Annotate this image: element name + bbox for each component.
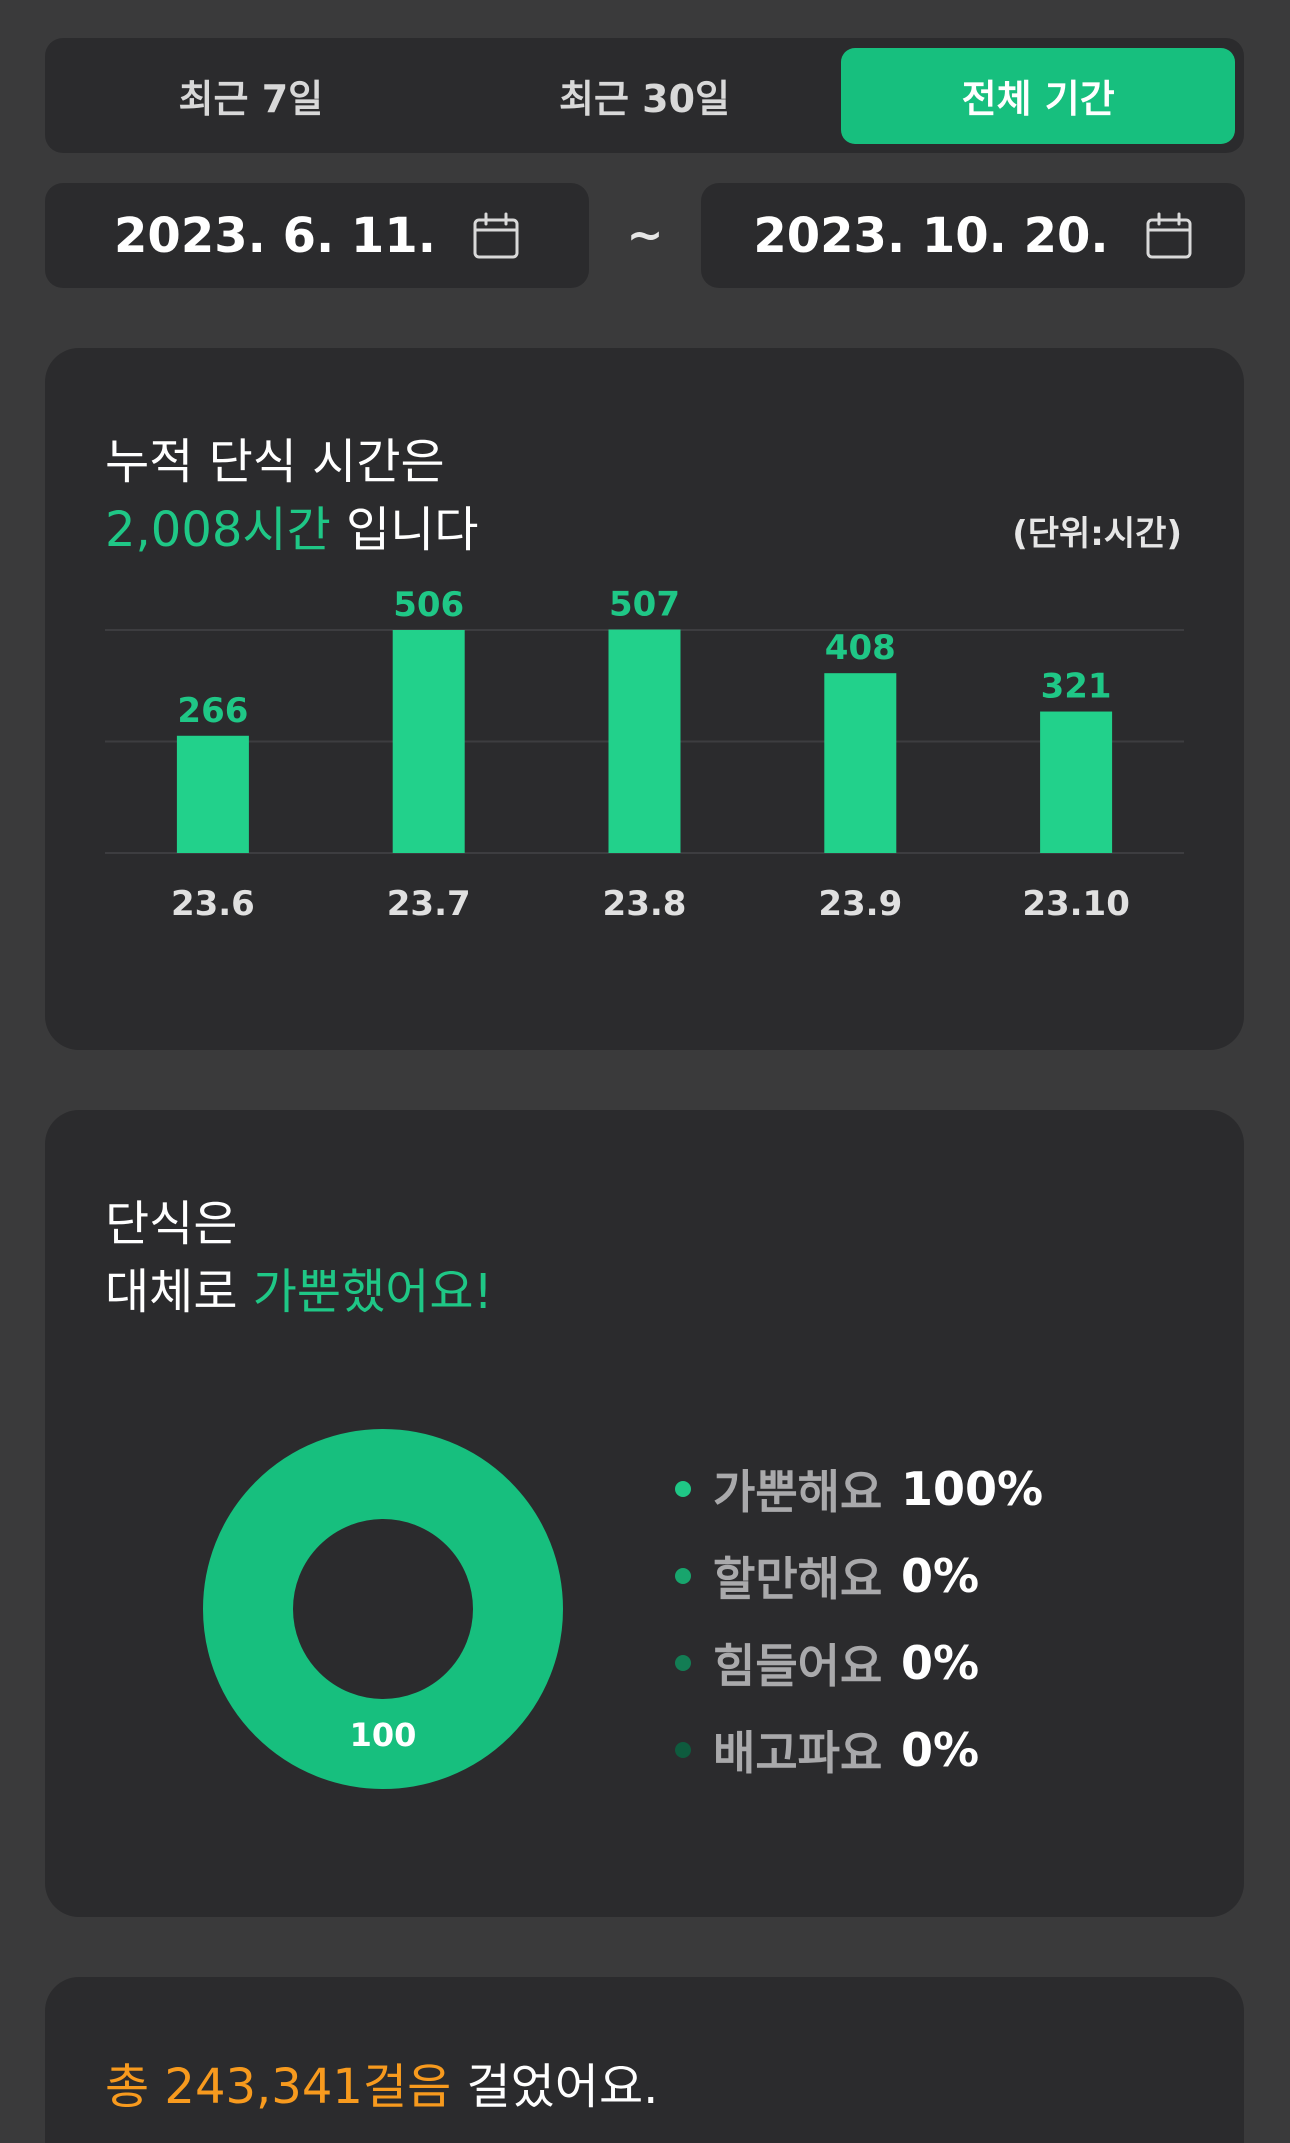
fasting-total-hours: 2,008시간 bbox=[105, 502, 331, 558]
steps-prefix: 총 bbox=[105, 2059, 165, 2115]
fasting-headline-line2: 2,008시간 입니다 bbox=[105, 496, 478, 564]
legend-item: 가뿐해요 100% bbox=[675, 1445, 1043, 1532]
feeling-legend: 가뿐해요 100% 할만해요 0% 힘들어요 0% 배고파요 0% bbox=[675, 1445, 1043, 1793]
fasting-headline-line1: 누적 단식 시간은 bbox=[105, 434, 445, 490]
end-date-value: 2023. 10. 20. bbox=[753, 207, 1109, 264]
tab-all-period[interactable]: 전체 기간 bbox=[841, 47, 1236, 144]
bar-23.6 bbox=[176, 735, 249, 853]
x-tick-label: 23.7 bbox=[387, 884, 471, 924]
legend-dot bbox=[675, 1741, 691, 1758]
fasting-time-card: 누적 단식 시간은 2,008시간 입니다 (단위:시간) 266 23.6 506… bbox=[45, 348, 1244, 1050]
end-date-picker[interactable]: 2023. 10. 20. bbox=[701, 183, 1245, 288]
legend-value: 0% bbox=[901, 1548, 980, 1603]
calendar-icon bbox=[1146, 212, 1192, 258]
bar-data-label: 321 bbox=[1041, 667, 1112, 707]
bar-data-label: 408 bbox=[825, 628, 896, 668]
legend-item: 힘들어요 0% bbox=[675, 1619, 1043, 1706]
legend-dot bbox=[675, 1480, 691, 1497]
tab-last-30-days[interactable]: 최근 30일 bbox=[559, 77, 730, 121]
feeling-highlight: 가뿐했어요! bbox=[252, 1264, 493, 1320]
steps-card: 총 243,341걸음 걸었어요. bbox=[45, 1977, 1244, 2143]
legend-label: 힘들어요 bbox=[713, 1638, 883, 1693]
bar-23.8 bbox=[608, 629, 681, 853]
bar-23.10 bbox=[1040, 711, 1113, 853]
date-range-separator: ~ bbox=[626, 210, 664, 261]
bar-data-label: 506 bbox=[393, 585, 464, 625]
legend-item: 할만해요 0% bbox=[675, 1532, 1043, 1619]
calendar-icon bbox=[473, 212, 519, 258]
legend-dot bbox=[675, 1654, 691, 1671]
bar-23.7 bbox=[392, 630, 465, 853]
feeling-donut-chart: 100 bbox=[203, 1429, 563, 1789]
feeling-headline: 단식은 대체로 가뿐했어요! bbox=[105, 1190, 493, 1326]
bar-23.9 bbox=[824, 673, 897, 853]
feeling-headline-line2: 대체로 가뿐했어요! bbox=[105, 1258, 493, 1326]
x-tick-label: 23.9 bbox=[818, 884, 902, 924]
fasting-feeling-card: 단식은 대체로 가뿐했어요! 100 가뿐해요 100% 할만해요 0% 힘들어… bbox=[45, 1110, 1244, 1917]
monthly-fasting-bar-chart: 266 23.6 506 23.7 507 23.8 408 23.9 321 23.10 bbox=[105, 585, 1184, 924]
feeling-headline-line1: 단식은 bbox=[105, 1196, 238, 1252]
start-date-picker[interactable]: 2023. 6. 11. bbox=[45, 183, 589, 288]
bar-data-label: 266 bbox=[177, 691, 248, 731]
start-date-value: 2023. 6. 11. bbox=[114, 207, 436, 264]
legend-label: 배고파요 bbox=[713, 1725, 883, 1780]
chart-unit-label: (단위:시간) bbox=[1012, 514, 1182, 554]
fasting-headline-suffix: 입니다 bbox=[330, 502, 479, 558]
x-tick-label: 23.10 bbox=[1022, 884, 1130, 924]
steps-suffix: 걸었어요. bbox=[451, 2059, 659, 2115]
bar-data-label: 507 bbox=[609, 585, 680, 625]
x-tick-label: 23.8 bbox=[603, 884, 687, 924]
donut-center-label: 100 bbox=[350, 1716, 417, 1754]
legend-value: 0% bbox=[901, 1635, 980, 1690]
fasting-headline: 누적 단식 시간은 2,008시간 입니다 bbox=[105, 428, 478, 564]
tab-last-7-days[interactable]: 최근 7일 bbox=[178, 77, 324, 121]
legend-label: 가뿐해요 bbox=[713, 1464, 883, 1519]
steps-headline: 총 243,341걸음 걸었어요. bbox=[105, 2053, 658, 2121]
legend-label: 할만해요 bbox=[713, 1551, 883, 1606]
feeling-headline-prefix: 대체로 bbox=[105, 1264, 253, 1320]
legend-value: 0% bbox=[901, 1722, 980, 1777]
steps-total: 243,341걸음 bbox=[164, 2059, 452, 2115]
legend-value: 100% bbox=[901, 1461, 1044, 1516]
x-tick-label: 23.6 bbox=[171, 884, 255, 924]
period-selector: 최근 7일 최근 30일 전체 기간 bbox=[45, 38, 1244, 153]
legend-dot bbox=[675, 1567, 691, 1584]
donut-segment-easy bbox=[203, 1429, 563, 1789]
legend-item: 배고파요 0% bbox=[675, 1706, 1043, 1793]
